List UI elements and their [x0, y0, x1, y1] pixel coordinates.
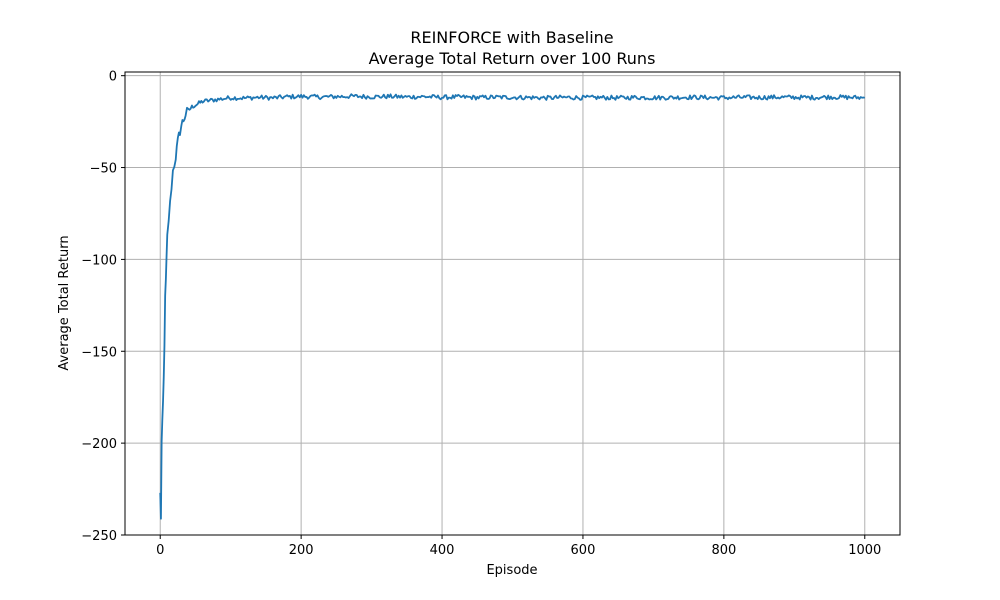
y-tick-label: −100: [81, 253, 117, 268]
plot-frame: [124, 71, 901, 536]
x-tick-label: 600: [571, 543, 596, 558]
x-axis-label: Episode: [486, 563, 537, 578]
series-line: [159, 93, 865, 520]
x-tick-label: 800: [711, 543, 736, 558]
series-layer: [159, 93, 865, 520]
x-tick-label: 1000: [848, 543, 881, 558]
y-tick-label: −150: [81, 345, 117, 360]
y-tick-label: −200: [81, 437, 117, 452]
x-tick-label: 400: [430, 543, 455, 558]
y-axis-label: Average Total Return: [57, 235, 72, 370]
y-tick-label: −50: [90, 162, 117, 177]
axis-ticks: 0 200 400 600 800 1000 0 −50 −100 −150 −200 −250: [81, 70, 881, 558]
grid-lines: [125, 72, 900, 536]
y-tick-label: 0: [109, 70, 117, 85]
chart-title: REINFORCE with Baseline: [410, 28, 613, 47]
x-tick-label: 200: [289, 543, 314, 558]
x-tick-label: 0: [156, 543, 164, 558]
chart-subtitle: Average Total Return over 100 Runs: [369, 49, 656, 68]
y-tick-label: −250: [81, 529, 117, 544]
